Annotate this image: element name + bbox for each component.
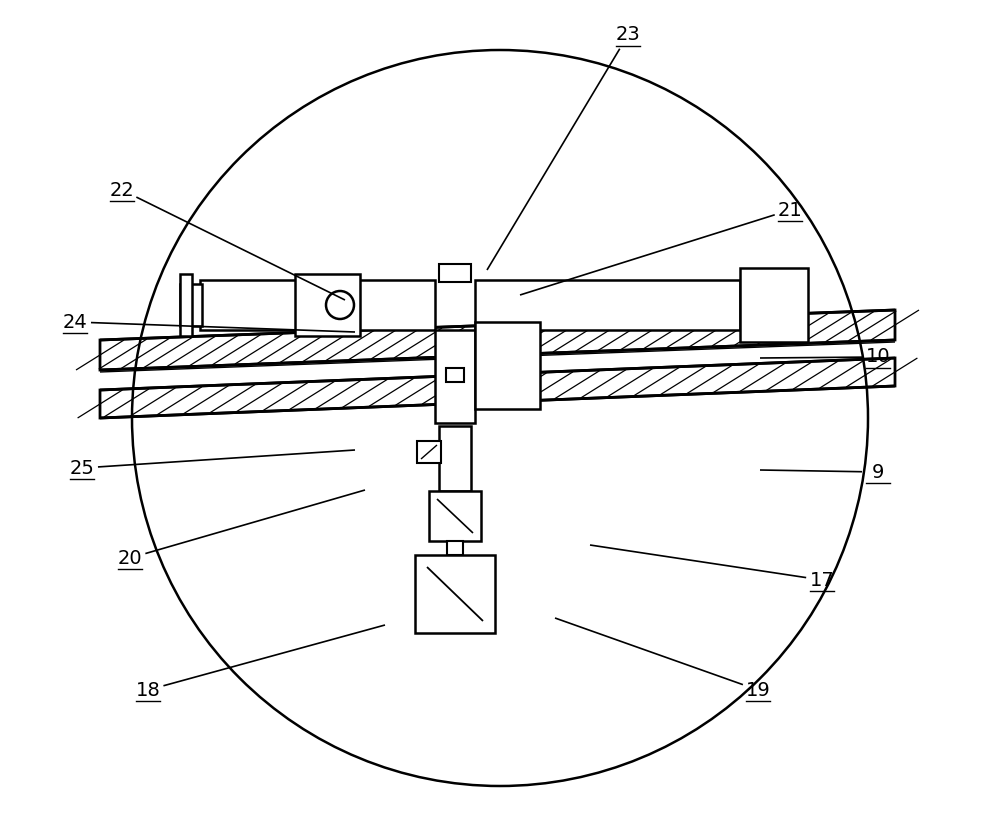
Bar (200, 280, 435, 330)
Bar (435, 330, 475, 423)
Bar (447, 541, 463, 555)
Bar (180, 274, 192, 336)
Bar (475, 321, 540, 408)
Bar (415, 555, 495, 633)
Text: 19: 19 (746, 681, 770, 700)
Text: 24: 24 (63, 312, 87, 331)
Text: 23: 23 (616, 26, 640, 44)
Text: 9: 9 (872, 463, 884, 482)
Text: 22: 22 (110, 180, 134, 200)
Bar (439, 426, 471, 491)
Text: 18: 18 (136, 681, 160, 700)
Text: 20: 20 (118, 549, 142, 568)
Bar (446, 368, 464, 382)
Bar (180, 284, 202, 326)
Text: 25: 25 (70, 458, 94, 478)
Text: 17: 17 (810, 570, 834, 590)
Text: 21: 21 (778, 200, 802, 220)
Bar (740, 268, 808, 342)
Bar (295, 274, 360, 336)
Bar (439, 264, 471, 282)
Bar (475, 280, 740, 330)
Bar (429, 491, 481, 541)
Text: 10: 10 (866, 347, 890, 367)
Polygon shape (100, 358, 895, 418)
Polygon shape (100, 310, 895, 370)
Bar (417, 441, 441, 463)
